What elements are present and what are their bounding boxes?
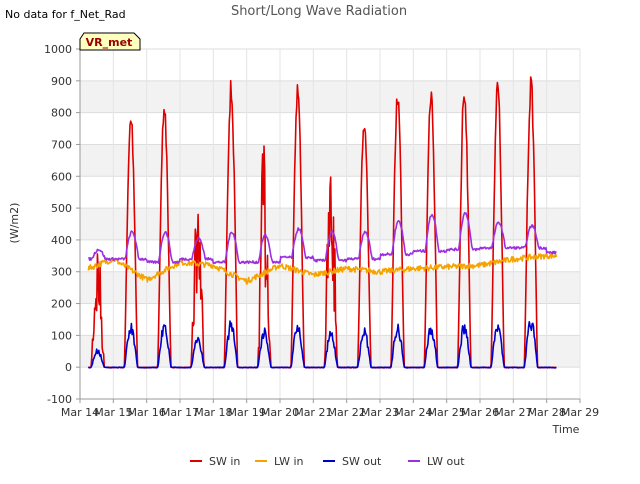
chart-title: Short/Long Wave Radiation: [231, 4, 407, 19]
station-badge-box: [79, 32, 141, 51]
y-tick-label: 700: [51, 138, 72, 151]
series-layer: [87, 76, 558, 369]
x-tick-label: Mar 23: [361, 406, 399, 419]
x-tick-label: Mar 15: [94, 406, 132, 419]
plot-band: [80, 144, 580, 177]
series-line-lw-in: [87, 252, 558, 285]
x-tick-label: Mar 22: [328, 406, 366, 419]
y-tick-label: 200: [51, 298, 72, 311]
y-tick-label: 400: [51, 234, 72, 247]
x-tick-label: Mar 21: [294, 406, 332, 419]
x-tick-label: Mar 29: [561, 406, 599, 419]
x-tick-label: Mar 26: [461, 406, 499, 419]
y-tick-label: 300: [51, 266, 72, 279]
x-tick-label: Mar 18: [194, 406, 232, 419]
axes-layer: -100 0 100 200 300 400 500 600 700 800 900 1000 Mar …: [44, 43, 599, 419]
y-tick-label: 600: [51, 170, 72, 183]
station-badge-label: VR_met: [86, 36, 133, 49]
x-tick-label: Mar 14: [61, 406, 99, 419]
y-tick-label: 0: [65, 361, 72, 374]
plot-band: [80, 335, 580, 368]
no-data-note: No data for f_Net_Rad: [5, 8, 126, 21]
y-tick-label: 1000: [44, 43, 72, 56]
y-axis-label: (W/m2): [8, 203, 21, 244]
x-axis-label: Time: [552, 423, 580, 436]
plot-band: [80, 271, 580, 304]
y-tick-label: 500: [51, 202, 72, 215]
station-badge: VR_met: [79, 32, 141, 51]
series-line-lw-out: [88, 211, 557, 265]
x-tick-label: Mar 19: [228, 406, 266, 419]
x-tick-label: Mar 16: [128, 406, 166, 419]
y-tick-label: -100: [47, 393, 72, 406]
legend: SW in LW in SW out LW out: [190, 455, 465, 468]
x-tick-label: Mar 17: [161, 406, 199, 419]
y-tick-label: 100: [51, 329, 72, 342]
plot-band: [80, 80, 580, 113]
x-tick-label: Mar 27: [494, 406, 532, 419]
x-tick-label: Mar 28: [528, 406, 566, 419]
legend-label: LW in: [274, 455, 304, 468]
y-tick-label: 900: [51, 75, 72, 88]
series-line-sw-out: [88, 320, 557, 369]
legend-label: SW in: [209, 455, 240, 468]
legend-label: LW out: [427, 455, 465, 468]
x-tick-label: Mar 25: [428, 406, 466, 419]
x-tick-label: Mar 20: [261, 406, 299, 419]
legend-label: SW out: [342, 455, 382, 468]
y-tick-label: 800: [51, 107, 72, 120]
x-tick-label: Mar 24: [394, 406, 432, 419]
